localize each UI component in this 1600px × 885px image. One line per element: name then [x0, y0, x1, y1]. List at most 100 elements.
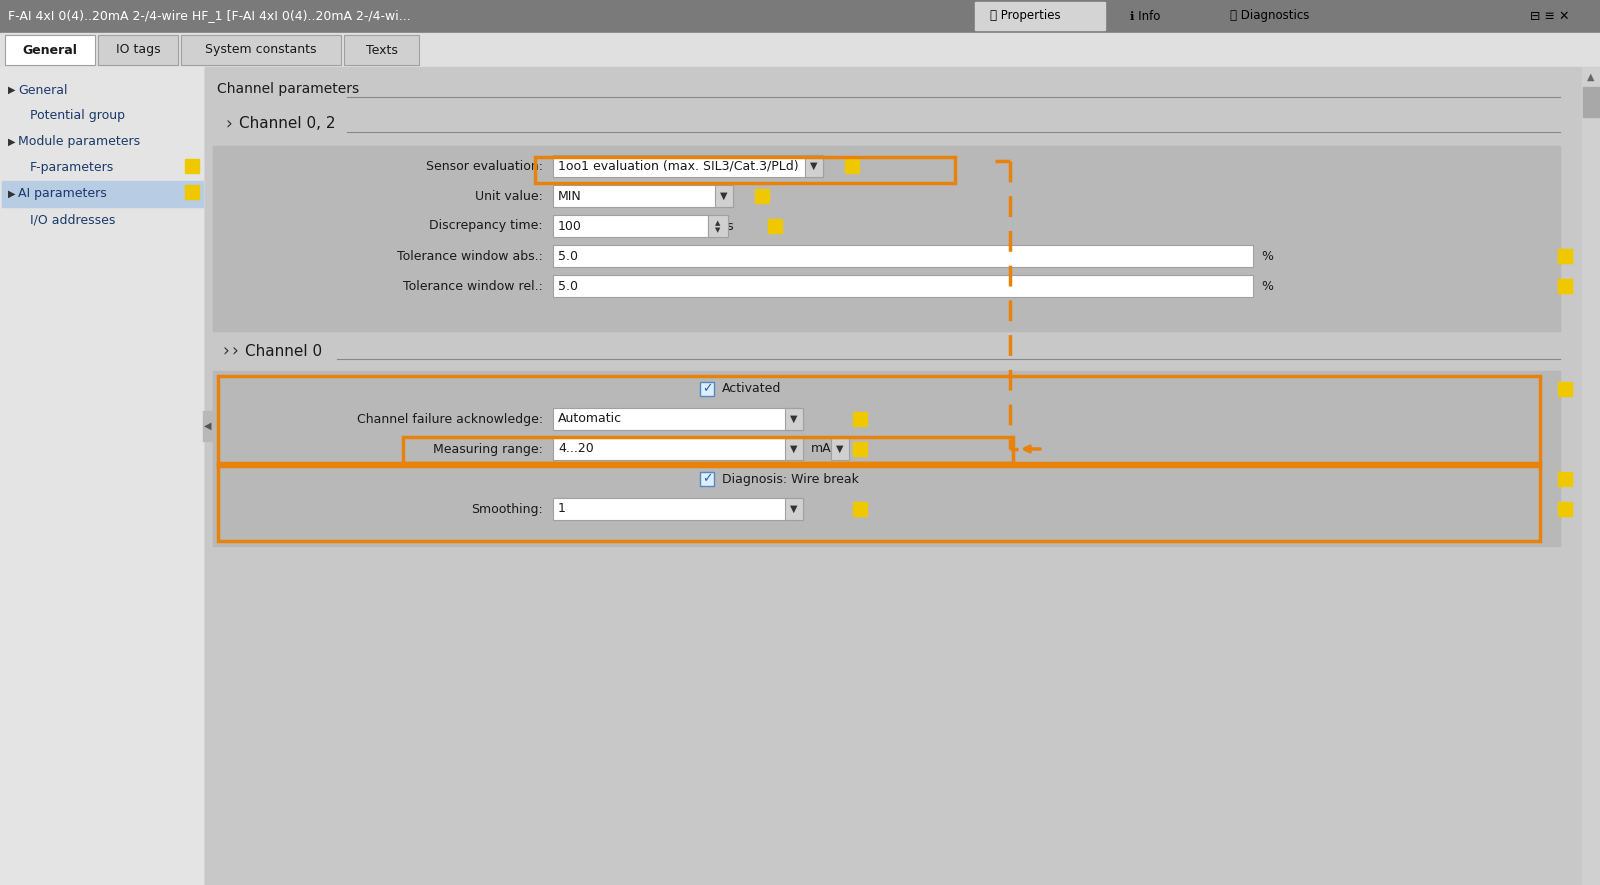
Bar: [1558, 249, 1571, 263]
Bar: [554, 215, 707, 237]
Text: ▼: ▼: [837, 444, 843, 454]
Text: General: General: [18, 83, 67, 96]
Bar: [853, 442, 867, 456]
Text: 4...20: 4...20: [558, 442, 594, 456]
Bar: [830, 438, 850, 460]
Text: ▶: ▶: [8, 137, 16, 147]
Bar: [701, 382, 714, 396]
Bar: [554, 245, 1253, 267]
Text: Texts: Texts: [365, 43, 397, 57]
Bar: [213, 146, 1560, 331]
Bar: [786, 438, 803, 460]
Text: 5.0: 5.0: [558, 250, 578, 263]
Bar: [554, 185, 733, 207]
Bar: [1582, 87, 1598, 117]
Bar: [974, 2, 1106, 30]
Text: Smoothing:: Smoothing:: [472, 503, 542, 515]
Bar: [0, 67, 205, 885]
FancyBboxPatch shape: [344, 35, 419, 65]
Text: ▼: ▼: [790, 444, 798, 454]
Text: ◀: ◀: [205, 421, 211, 431]
Text: ℹ Info: ℹ Info: [1130, 10, 1160, 22]
Bar: [1558, 502, 1571, 516]
Text: 🔍 Properties: 🔍 Properties: [990, 10, 1061, 22]
Text: %: %: [1261, 280, 1274, 293]
Text: ✓: ✓: [702, 382, 712, 396]
Text: ▼: ▼: [720, 191, 728, 201]
Bar: [1558, 279, 1571, 293]
Text: Discrepancy time:: Discrepancy time:: [429, 219, 542, 233]
Text: ›: ›: [230, 342, 238, 360]
Bar: [186, 185, 198, 199]
Text: F-AI 4xI 0(4)..20mA 2-/4-wire HF_1 [F-AI 4xI 0(4)..20mA 2-/4-wi...: F-AI 4xI 0(4)..20mA 2-/4-wire HF_1 [F-AI…: [8, 10, 411, 22]
Bar: [805, 155, 822, 177]
Bar: [554, 155, 822, 177]
Text: 1: 1: [558, 503, 566, 515]
Bar: [0, 0, 1600, 32]
Bar: [554, 438, 803, 460]
Text: 💉 Diagnostics: 💉 Diagnostics: [1230, 10, 1309, 22]
Text: Activated: Activated: [722, 382, 781, 396]
Text: Channel parameters: Channel parameters: [218, 82, 358, 96]
Bar: [186, 159, 198, 173]
Bar: [554, 498, 803, 520]
Bar: [701, 472, 714, 486]
Text: Unit value:: Unit value:: [475, 189, 542, 203]
Bar: [205, 67, 1582, 885]
Bar: [1558, 279, 1571, 293]
Text: MIN: MIN: [558, 189, 582, 203]
Bar: [1558, 472, 1571, 486]
Bar: [715, 185, 733, 207]
Text: ✓: ✓: [702, 473, 712, 486]
Text: 1oo1 evaluation (max. SIL3/Cat.3/PLd): 1oo1 evaluation (max. SIL3/Cat.3/PLd): [558, 159, 798, 173]
Text: ▼: ▼: [810, 161, 818, 171]
Text: System constants: System constants: [205, 43, 317, 57]
Bar: [1558, 249, 1571, 263]
Bar: [554, 408, 803, 430]
Bar: [554, 275, 1253, 297]
Text: F-parameters: F-parameters: [30, 161, 114, 174]
Text: Channel 0: Channel 0: [245, 343, 322, 358]
FancyBboxPatch shape: [181, 35, 341, 65]
Text: %: %: [1261, 250, 1274, 263]
Text: AI parameters: AI parameters: [18, 188, 107, 201]
Text: ▼: ▼: [790, 504, 798, 514]
FancyBboxPatch shape: [5, 35, 94, 65]
Bar: [853, 502, 867, 516]
Text: Automatic: Automatic: [558, 412, 622, 426]
Text: Channel 0, 2: Channel 0, 2: [238, 117, 336, 132]
Bar: [205, 67, 206, 885]
Bar: [1558, 382, 1571, 396]
Text: ▼: ▼: [790, 414, 798, 424]
Bar: [213, 371, 1560, 546]
Text: mA: mA: [811, 442, 832, 456]
Text: ▲: ▲: [1587, 72, 1595, 82]
Text: 5.0: 5.0: [558, 280, 578, 293]
Text: Measuring range:: Measuring range:: [434, 442, 542, 456]
Bar: [755, 189, 770, 203]
Text: Tolerance window abs.:: Tolerance window abs.:: [397, 250, 542, 263]
Text: ▶: ▶: [8, 189, 16, 199]
Text: I/O addresses: I/O addresses: [30, 213, 115, 227]
Text: Module parameters: Module parameters: [18, 135, 141, 149]
Text: General: General: [22, 43, 77, 57]
Bar: [845, 159, 859, 173]
Bar: [1582, 67, 1600, 885]
Bar: [853, 412, 867, 426]
Bar: [2, 181, 203, 207]
Text: ▼: ▼: [715, 227, 720, 233]
Text: ›: ›: [226, 115, 232, 133]
Text: Potential group: Potential group: [30, 110, 125, 122]
Text: Sensor evaluation:: Sensor evaluation:: [426, 159, 542, 173]
Bar: [768, 219, 782, 233]
Text: Tolerance window rel.:: Tolerance window rel.:: [403, 280, 542, 293]
Text: ›: ›: [222, 342, 229, 360]
Bar: [0, 33, 1600, 67]
Text: ▶: ▶: [8, 85, 16, 95]
Bar: [707, 215, 728, 237]
Text: ms: ms: [717, 219, 734, 233]
Bar: [203, 411, 214, 441]
Text: IO tags: IO tags: [115, 43, 160, 57]
Text: Diagnosis: Wire break: Diagnosis: Wire break: [722, 473, 859, 486]
Text: ▲: ▲: [715, 220, 720, 226]
